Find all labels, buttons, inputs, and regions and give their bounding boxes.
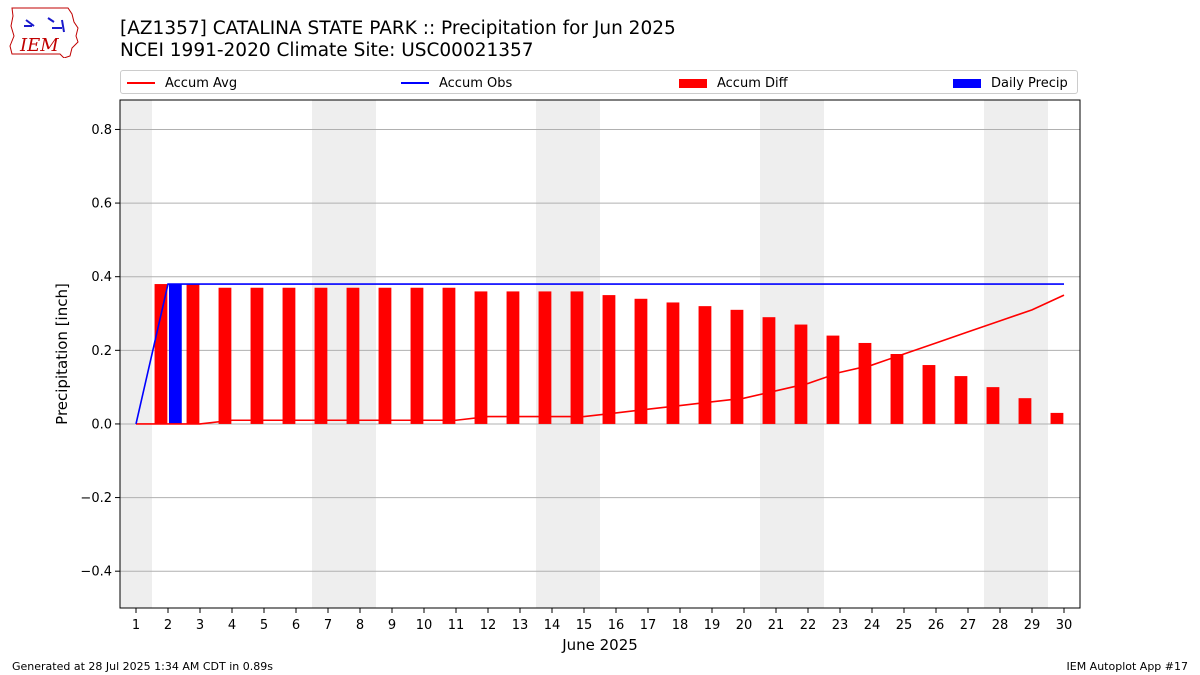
accum-diff-bar bbox=[826, 335, 840, 424]
y-tick-label: 0.8 bbox=[91, 123, 112, 138]
daily-precip-bar bbox=[168, 284, 182, 424]
x-tick-label: 3 bbox=[196, 618, 204, 633]
x-tick-label: 9 bbox=[388, 618, 396, 633]
accum-diff-bar bbox=[570, 291, 584, 424]
x-tick-label: 18 bbox=[672, 618, 689, 633]
chart-title: [AZ1357] CATALINA STATE PARK :: Precipit… bbox=[120, 18, 676, 39]
accum-diff-bar bbox=[794, 324, 808, 424]
x-tick-label: 30 bbox=[1056, 618, 1073, 633]
accum-diff-bar bbox=[1018, 398, 1032, 424]
x-tick-label: 4 bbox=[228, 618, 236, 633]
x-tick-label: 24 bbox=[864, 618, 881, 633]
legend-swatch bbox=[401, 82, 429, 84]
chart-subtitle: NCEI 1991-2020 Climate Site: USC00021357 bbox=[120, 40, 534, 61]
legend-swatch bbox=[679, 78, 707, 88]
y-tick-label: 0.6 bbox=[91, 197, 112, 212]
x-tick-label: 15 bbox=[576, 618, 593, 633]
legend-item-accum-diff: Accum Diff bbox=[679, 74, 788, 92]
accum-diff-bar bbox=[986, 387, 1000, 424]
x-tick-label: 29 bbox=[1024, 618, 1041, 633]
x-tick-label: 10 bbox=[416, 618, 433, 633]
legend-label: Accum Obs bbox=[439, 75, 513, 91]
accum-diff-bar bbox=[1050, 412, 1064, 424]
footer-app: IEM Autoplot App #17 bbox=[1066, 660, 1189, 673]
accum-diff-bar bbox=[602, 295, 616, 424]
accum-diff-bar bbox=[730, 309, 744, 424]
weekend-shade bbox=[984, 100, 1048, 608]
accum-diff-bar bbox=[474, 291, 488, 424]
legend: Accum Avg Accum Obs Accum Diff Daily Pre… bbox=[120, 70, 1078, 94]
y-tick-label: 0.0 bbox=[91, 417, 112, 432]
x-tick-label: 19 bbox=[704, 618, 721, 633]
accum-diff-bar bbox=[698, 306, 712, 424]
x-tick-label: 12 bbox=[480, 618, 497, 633]
x-tick-label: 23 bbox=[832, 618, 849, 633]
accum-diff-bar bbox=[378, 287, 392, 424]
x-tick-label: 28 bbox=[992, 618, 1009, 633]
accum-diff-bar bbox=[890, 354, 904, 424]
y-axis-label: Precipitation [inch] bbox=[53, 283, 71, 425]
accum-diff-bar bbox=[346, 287, 360, 424]
x-tick-label: 16 bbox=[608, 618, 625, 633]
legend-item-accum-avg: Accum Avg bbox=[127, 74, 237, 92]
x-tick-label: 2 bbox=[164, 618, 172, 633]
x-tick-label: 14 bbox=[544, 618, 561, 633]
x-tick-label: 26 bbox=[928, 618, 945, 633]
footer-generated: Generated at 28 Jul 2025 1:34 AM CDT in … bbox=[12, 660, 273, 673]
iem-logo: IEM bbox=[8, 6, 82, 62]
weekend-shade bbox=[120, 100, 152, 608]
plot-frame bbox=[119, 99, 1081, 609]
x-tick-label: 22 bbox=[800, 618, 817, 633]
y-tick-label: 0.4 bbox=[91, 270, 112, 285]
x-axis-label: June 2025 bbox=[561, 636, 638, 654]
legend-label: Daily Precip bbox=[991, 75, 1068, 91]
legend-label: Accum Avg bbox=[165, 75, 238, 91]
accum-diff-bar bbox=[858, 342, 872, 424]
x-tick-label: 11 bbox=[448, 618, 465, 633]
legend-item-accum-obs: Accum Obs bbox=[401, 74, 512, 92]
legend-item-daily-precip: Daily Precip bbox=[953, 74, 1068, 92]
x-tick-label: 21 bbox=[768, 618, 785, 633]
accum-diff-bar bbox=[410, 287, 424, 424]
x-tick-label: 1 bbox=[132, 618, 140, 633]
y-tick-label: −0.4 bbox=[80, 565, 112, 580]
x-tick-label: 8 bbox=[356, 618, 364, 633]
accum-diff-bar bbox=[666, 302, 680, 424]
x-tick-label: 13 bbox=[512, 618, 529, 633]
accum-diff-bar bbox=[250, 287, 264, 424]
accum-avg-line bbox=[136, 294, 1065, 425]
accum-diff-bar bbox=[314, 287, 328, 424]
accum-diff-bar bbox=[634, 298, 648, 424]
accum-diff-bar bbox=[442, 287, 456, 424]
accum-diff-bar bbox=[154, 284, 168, 424]
accum-diff-bar bbox=[506, 291, 520, 424]
y-tick-label: −0.2 bbox=[80, 491, 112, 506]
x-tick-label: 25 bbox=[896, 618, 913, 633]
accum-diff-bar bbox=[954, 376, 968, 424]
legend-swatch bbox=[953, 78, 981, 88]
accum-diff-bar bbox=[186, 284, 200, 424]
y-tick-label: 0.2 bbox=[91, 344, 112, 359]
x-tick-label: 20 bbox=[736, 618, 753, 633]
accum-diff-bar bbox=[762, 317, 776, 424]
x-tick-label: 5 bbox=[260, 618, 268, 633]
logo-text: IEM bbox=[19, 35, 59, 56]
accum-diff-bar bbox=[922, 365, 936, 424]
x-tick-label: 27 bbox=[960, 618, 977, 633]
accum-diff-bar bbox=[538, 291, 552, 424]
accum-diff-bar bbox=[218, 287, 232, 424]
x-tick-label: 7 bbox=[324, 618, 332, 633]
accum-diff-bar bbox=[282, 287, 296, 424]
x-tick-label: 17 bbox=[640, 618, 657, 633]
x-tick-label: 6 bbox=[292, 618, 300, 633]
legend-label: Accum Diff bbox=[717, 75, 788, 91]
accum-obs-line bbox=[135, 283, 1064, 425]
legend-swatch bbox=[127, 82, 155, 84]
